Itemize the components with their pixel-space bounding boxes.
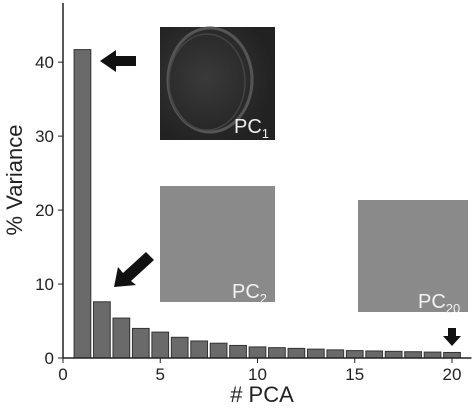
bar xyxy=(423,351,442,359)
bar xyxy=(131,327,150,359)
x-tick-label: 10 xyxy=(248,365,267,384)
x-axis-label: # PCA xyxy=(230,382,294,407)
arrows xyxy=(100,50,461,346)
x-tick-label: 15 xyxy=(345,365,364,384)
bar xyxy=(190,340,209,359)
bar xyxy=(170,336,189,359)
y-tick-label: 30 xyxy=(35,127,54,146)
inset-pc20: PC20 xyxy=(358,200,468,316)
bar xyxy=(326,349,345,359)
bar xyxy=(384,350,403,359)
y-tick-label: 0 xyxy=(45,349,54,368)
bar xyxy=(365,350,384,359)
bar xyxy=(268,347,286,359)
y-axis-label: % Variance xyxy=(2,125,27,236)
inset-label: PC2 xyxy=(232,281,267,306)
inset-pc2: PC2 xyxy=(160,186,275,306)
bar xyxy=(345,350,364,359)
bar xyxy=(151,331,170,359)
x-tick-label: 5 xyxy=(156,365,165,384)
x-tick-label: 0 xyxy=(58,365,67,384)
bar xyxy=(248,346,267,359)
bar xyxy=(229,344,247,359)
y-tick-label: 10 xyxy=(35,275,54,294)
bar xyxy=(209,342,228,359)
inset-pc1: PC1 xyxy=(160,26,275,141)
y-tick-label: 40 xyxy=(35,53,54,72)
inset-label: PC1 xyxy=(234,116,269,141)
bar xyxy=(306,348,325,359)
bar xyxy=(73,49,92,359)
bar xyxy=(404,351,422,359)
y-tick-label: 20 xyxy=(35,201,54,220)
bar xyxy=(93,301,111,359)
x-tick-label: 20 xyxy=(443,365,462,384)
inset-label: PC20 xyxy=(418,291,460,316)
bar xyxy=(443,351,461,359)
bar xyxy=(287,347,306,359)
bar xyxy=(112,317,131,359)
